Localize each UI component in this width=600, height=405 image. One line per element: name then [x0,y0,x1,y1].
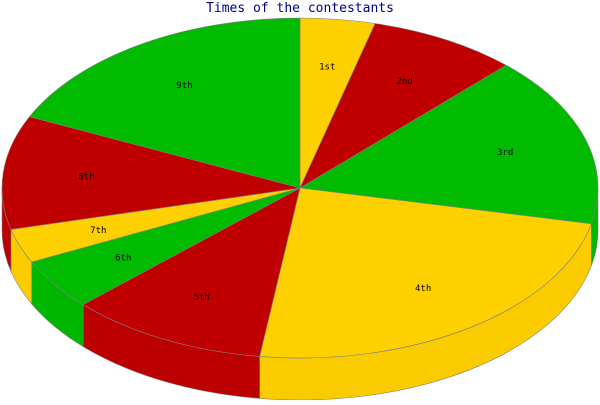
slice-8th [1,116,301,230]
slice-label-4th: 4th [415,284,431,294]
slice-label-2nd: 2nd [397,77,413,87]
pie-slice-labels: 1st 2nd 3rd 4th 5th 6th 7th 8th 9th [78,63,513,303]
slice-3rd [299,64,599,225]
slice-2nd [299,23,507,189]
slice-label-9th: 9th [176,81,192,91]
slice-label-5th: 5th [194,293,210,303]
chart-title: Times of the contestants [206,1,394,16]
slice-label-8th: 8th [78,173,94,183]
slice-9th [28,17,301,189]
pie-side-walls [1,187,599,401]
slice-4th [259,187,592,359]
slice-label-7th: 7th [90,226,106,236]
slice-5th [82,187,301,357]
slice-label-1st: 1st [319,63,335,73]
slice-label-6th: 6th [115,253,131,263]
pie-top-slices [1,17,599,359]
slice-label-3rd: 3rd [497,148,513,158]
